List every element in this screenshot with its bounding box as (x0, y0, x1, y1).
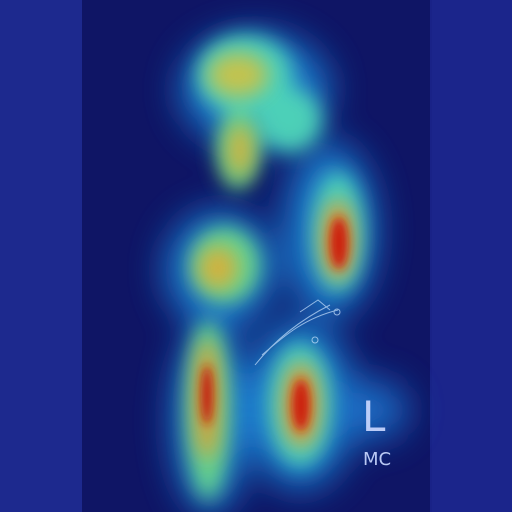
side-marker-label: L (362, 392, 386, 441)
initials-label: MC (363, 449, 392, 470)
fixation-wire (254, 299, 341, 366)
